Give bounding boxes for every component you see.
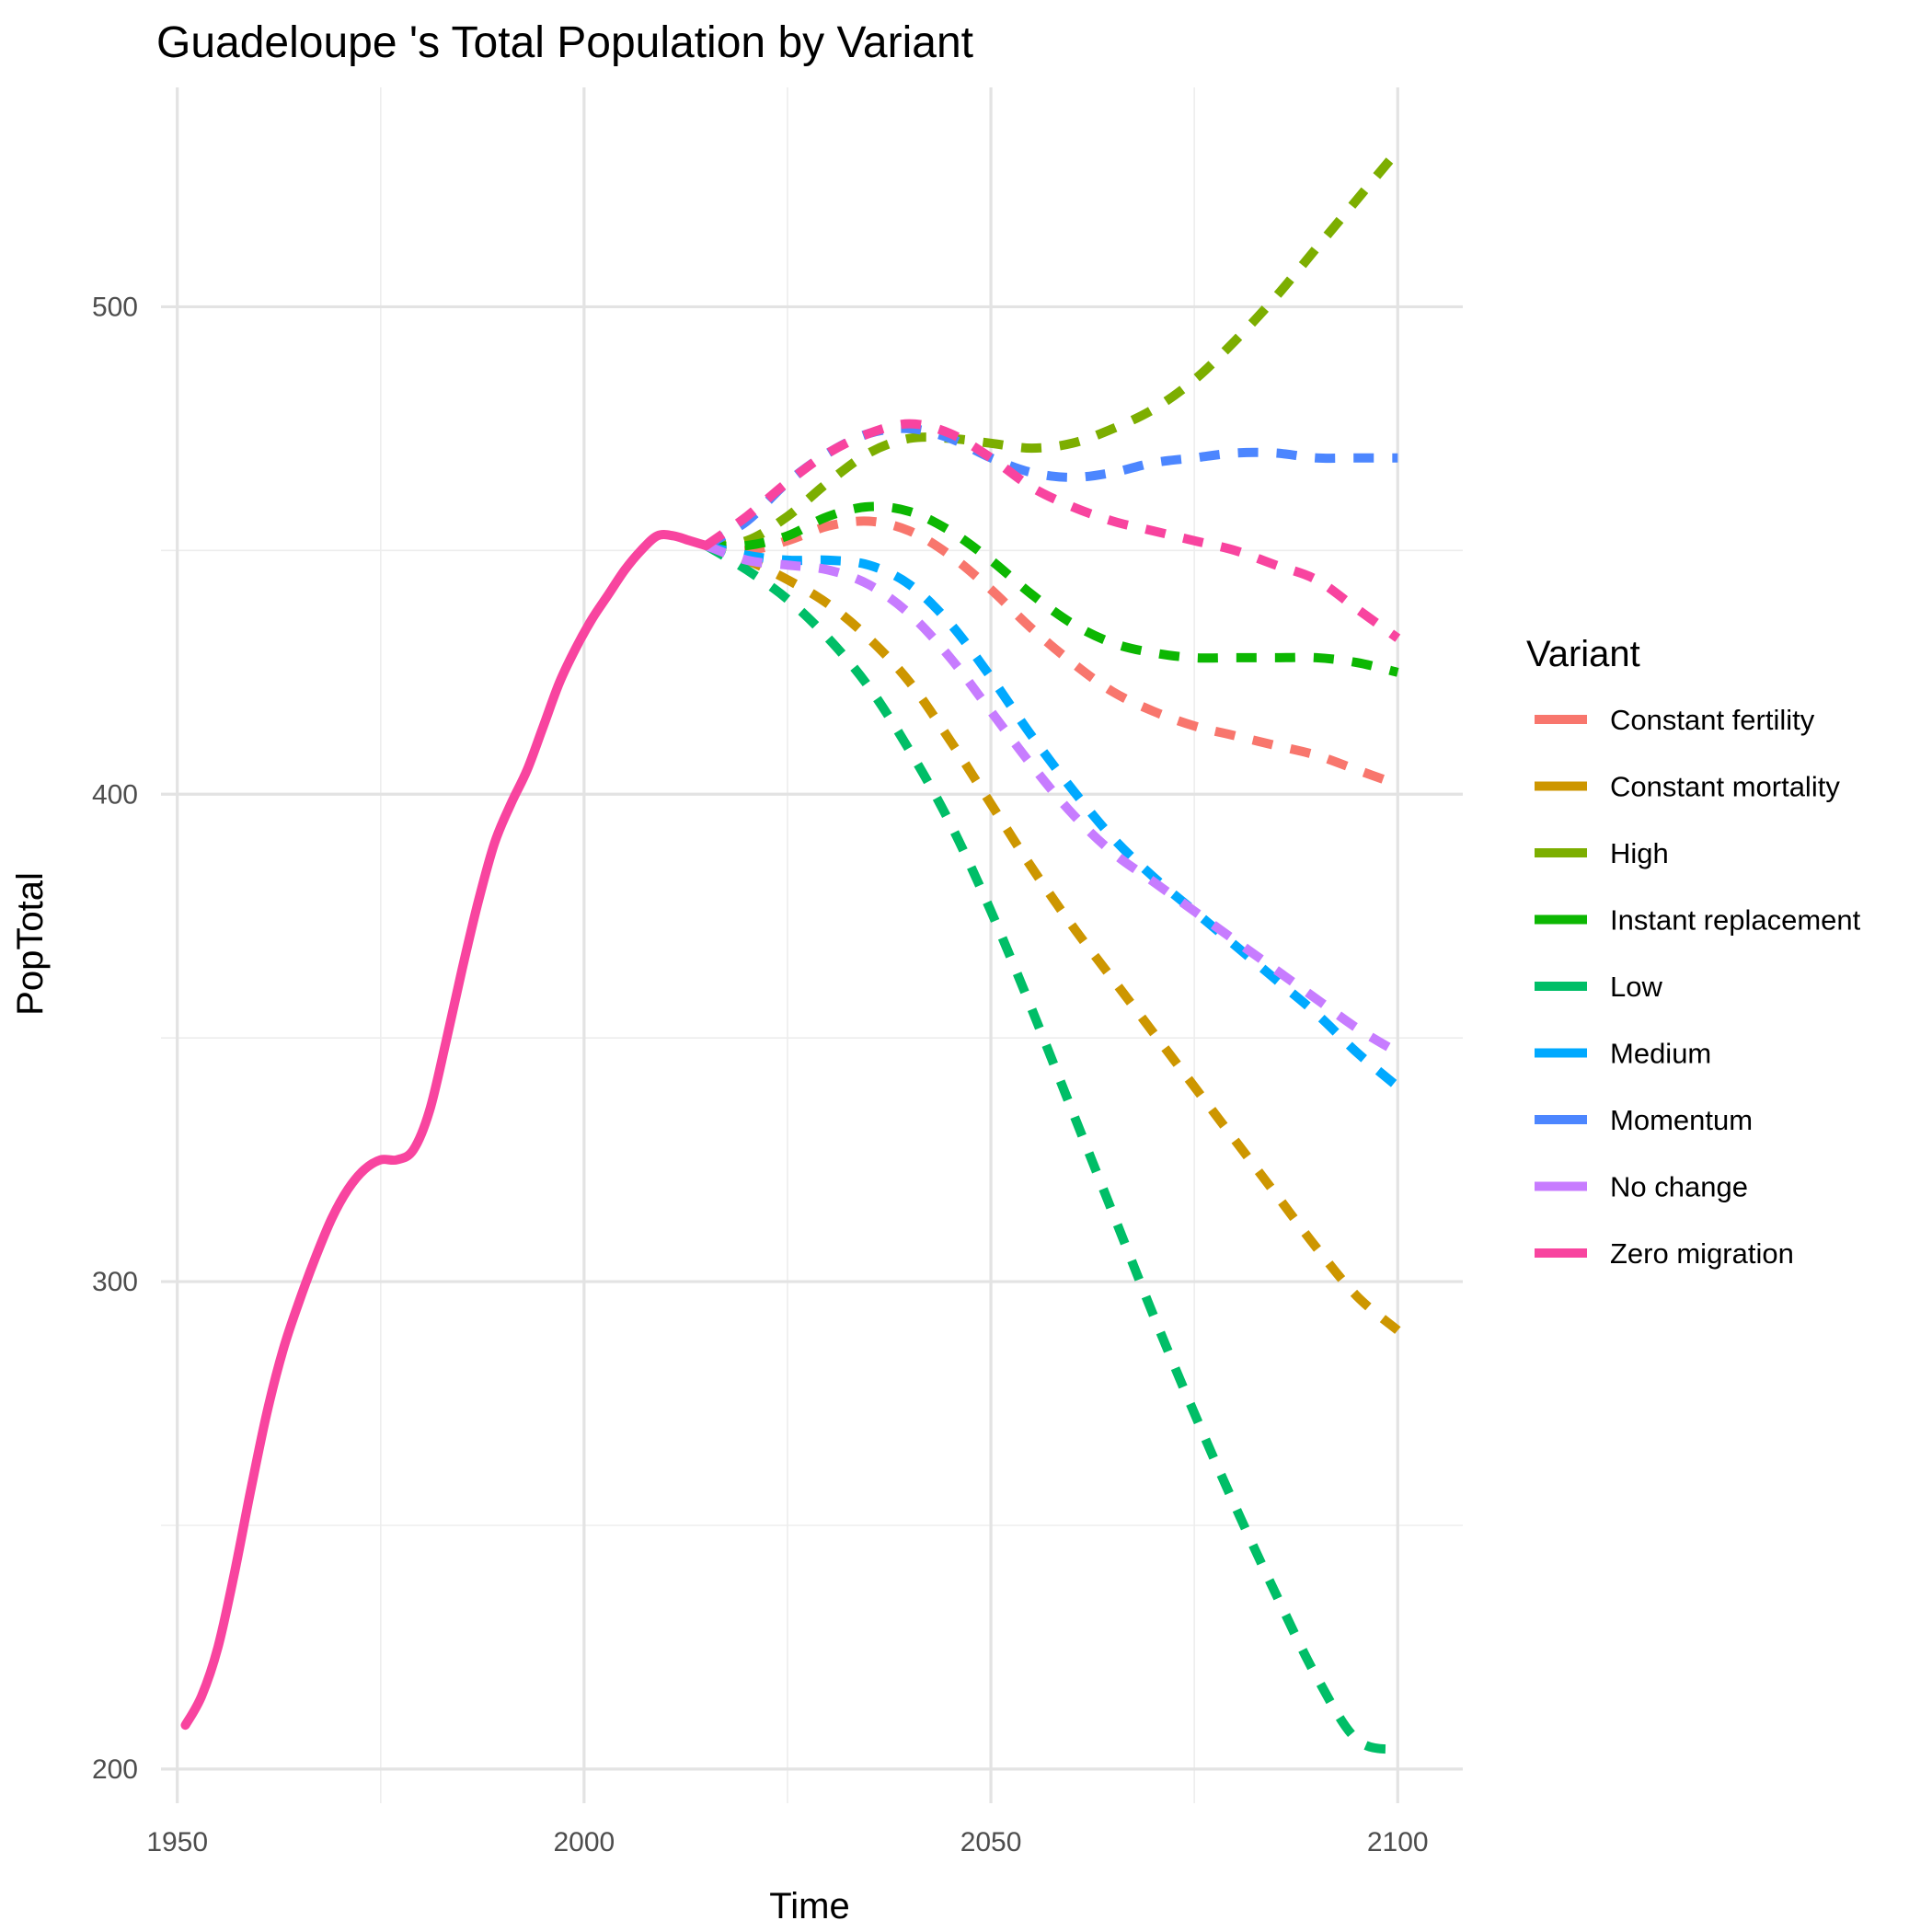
- legend-label-momentum: Momentum: [1610, 1104, 1753, 1136]
- axes: 1950 2000 2050 2100 200 300 400 500: [92, 292, 1429, 1857]
- legend-label-high: High: [1610, 837, 1669, 869]
- historical-line: [180, 530, 711, 1731]
- series-line-constant-fertility: [705, 516, 1400, 789]
- series-line-medium: [705, 541, 1401, 1091]
- legend-label-medium: Medium: [1610, 1038, 1711, 1070]
- series-line-zero-migration: [703, 419, 1401, 642]
- legend-label-low: Low: [1610, 971, 1662, 1003]
- x-tick-label: 2000: [554, 1827, 615, 1857]
- x-tick-label: 2100: [1367, 1827, 1429, 1857]
- legend-label-constant-fertility: Constant fertility: [1610, 704, 1815, 736]
- y-tick-label: 200: [92, 1754, 138, 1785]
- x-tick-label: 1950: [146, 1827, 208, 1857]
- x-tick-label: 2050: [960, 1827, 1022, 1857]
- legend-label-instant-replacement: Instant replacement: [1610, 904, 1861, 937]
- series-line-momentum: [703, 423, 1398, 550]
- chart-title: Guadeloupe 's Total Population by Varian…: [156, 18, 973, 67]
- y-axis-title: PopTotal: [10, 872, 51, 1016]
- legend-items: Constant fertility Constant mortality High…: [1535, 704, 1861, 1270]
- legend-label-zero-migration: Zero migration: [1610, 1237, 1794, 1270]
- legend: Variant Constant fertility Constant morta…: [1526, 634, 1861, 1270]
- series-lines: [180, 147, 1402, 1754]
- y-tick-label: 400: [92, 779, 138, 810]
- gridlines: [161, 87, 1463, 1803]
- legend-label-constant-mortality: Constant mortality: [1610, 771, 1840, 803]
- series-line-instant-replacement: [706, 501, 1399, 677]
- y-tick-label: 300: [92, 1267, 138, 1297]
- legend-title: Variant: [1526, 634, 1640, 674]
- legend-label-no-change: No change: [1610, 1171, 1748, 1203]
- y-tick-label: 500: [92, 292, 138, 322]
- series-line-constant-mortality: [704, 541, 1401, 1334]
- series-line-no-change: [704, 541, 1400, 1057]
- series-line-high: [705, 147, 1402, 550]
- series-line-low: [703, 541, 1399, 1754]
- x-axis-title: Time: [769, 1886, 849, 1926]
